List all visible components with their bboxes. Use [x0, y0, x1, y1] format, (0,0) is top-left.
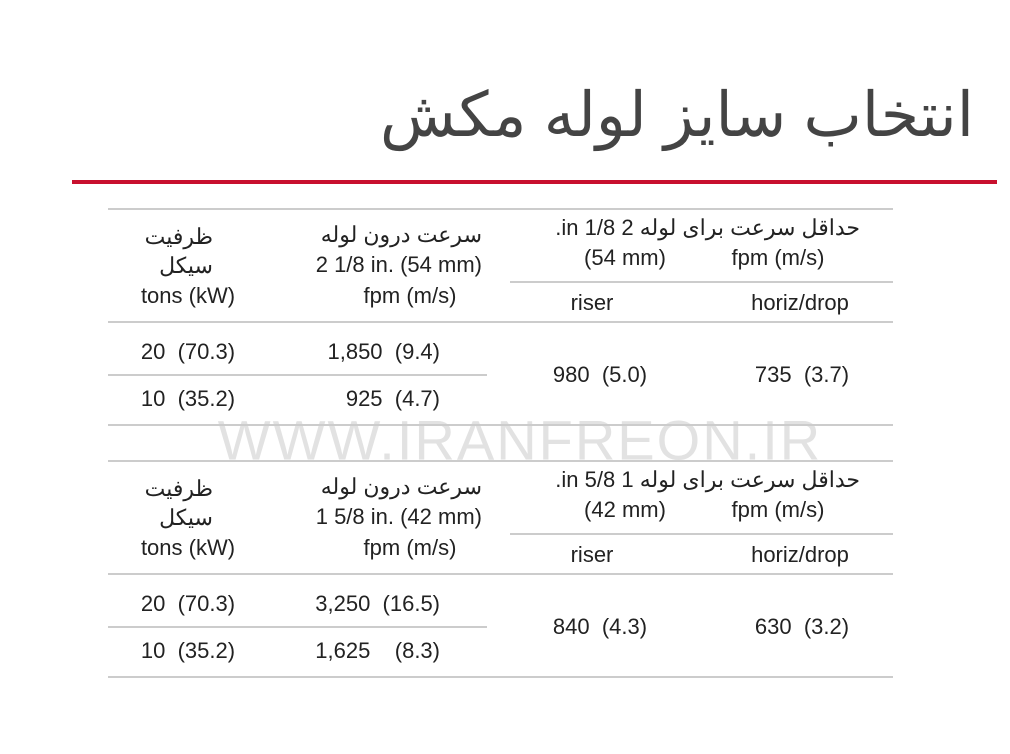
rule	[108, 573, 893, 575]
min-velocity-header: حداقل سرعت برای لوله 2 1/8 in.	[555, 215, 860, 240]
capacity-header: ظرفیت	[144, 476, 213, 501]
horiz-cell: 735 (3.7)	[754, 362, 850, 387]
capacity-header: سیکل	[159, 505, 213, 530]
capacity-cell: 20 (70.3)	[140, 339, 236, 364]
capacity-header: ظرفیت	[144, 224, 213, 249]
rule	[510, 281, 893, 283]
rule	[108, 626, 487, 628]
capacity-cell: 10 (35.2)	[140, 386, 236, 411]
riser-cell: 840 (4.3)	[552, 614, 648, 639]
riser-header: riser	[570, 542, 614, 567]
rule	[108, 676, 893, 678]
horiz-header: horiz/drop	[751, 290, 849, 315]
rule	[108, 424, 893, 426]
velocity-unit: fpm (m/s)	[363, 283, 457, 308]
min-velocity-size: (42 mm)	[584, 497, 666, 522]
min-velocity-unit: fpm (m/s)	[731, 245, 825, 270]
horiz-header: horiz/drop	[751, 542, 849, 567]
min-velocity-size: (54 mm)	[584, 245, 666, 270]
riser-header: riser	[570, 290, 614, 315]
riser-cell: 980 (5.0)	[552, 362, 648, 387]
velocity-header: سرعت درون لوله	[320, 222, 482, 247]
velocity-cell: 1,625 (8.3)	[315, 638, 440, 663]
velocity-size: 2 1/8 in. (54 mm)	[315, 252, 482, 277]
horiz-cell: 630 (3.2)	[754, 614, 850, 639]
rule	[108, 208, 893, 210]
capacity-unit: tons (kW)	[140, 535, 236, 560]
title: انتخاب سایز لوله مکش	[380, 81, 974, 150]
velocity-unit: fpm (m/s)	[363, 535, 457, 560]
rule	[510, 533, 893, 535]
rule	[108, 460, 893, 462]
min-velocity-unit: fpm (m/s)	[731, 497, 825, 522]
min-velocity-header: حداقل سرعت برای لوله 1 5/8 in.	[555, 467, 860, 492]
velocity-header: سرعت درون لوله	[320, 474, 482, 499]
capacity-cell: 10 (35.2)	[140, 638, 236, 663]
capacity-cell: 20 (70.3)	[140, 591, 236, 616]
capacity-unit: tons (kW)	[140, 283, 236, 308]
velocity-size: 1 5/8 in. (42 mm)	[315, 504, 482, 529]
velocity-cell: 1,850 (9.4)	[327, 339, 440, 364]
velocity-cell: 3,250 (16.5)	[315, 591, 440, 616]
capacity-header: سیکل	[159, 253, 213, 278]
rule	[108, 374, 487, 376]
rule	[108, 321, 893, 323]
watermark: WWW.IRANFREON.IR	[217, 408, 823, 472]
velocity-cell: 925 (4.7)	[345, 386, 440, 411]
title-rule	[72, 180, 997, 184]
